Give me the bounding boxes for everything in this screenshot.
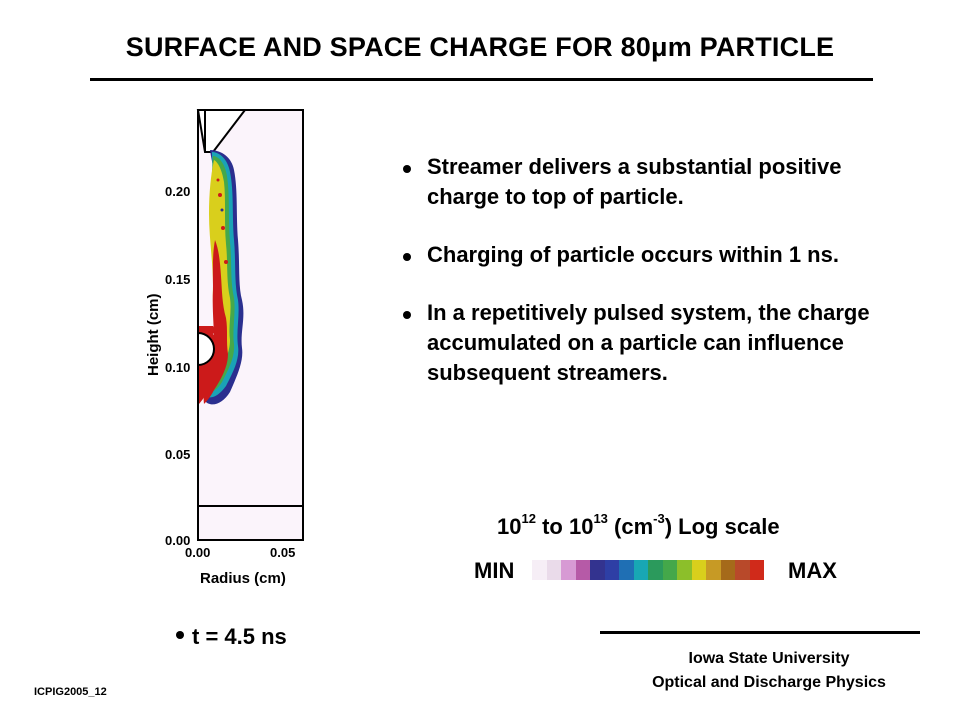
bullet-icon bbox=[403, 165, 411, 173]
bullet-text: Streamer delivers a substantial positive… bbox=[427, 154, 842, 209]
streamer-speckle bbox=[216, 178, 220, 182]
colorbar-max-label: MAX bbox=[788, 558, 837, 583]
streamer-speckle bbox=[220, 208, 224, 212]
colorbar-swatch bbox=[619, 560, 634, 580]
bullet-icon bbox=[176, 631, 184, 640]
x-axis-title: Radius (cm) bbox=[200, 570, 286, 587]
colorbar-swatch bbox=[749, 560, 764, 580]
slide-title: SURFACE AND SPACE CHARGE FOR 80μm PARTIC… bbox=[125, 32, 835, 62]
bullet-text: In a repetitively pulsed system, the cha… bbox=[427, 300, 870, 385]
scale-to: to bbox=[535, 514, 569, 539]
streamer-speckle bbox=[221, 226, 225, 230]
colorbar-swatch bbox=[648, 560, 663, 580]
y-tick-label: 0.20 bbox=[165, 184, 190, 199]
scale-unit-exponent: -3 bbox=[653, 511, 665, 526]
y-tick-label: 0.15 bbox=[165, 272, 190, 287]
y-tick-label: 0.05 bbox=[165, 447, 190, 462]
institution-name: Iowa State University bbox=[688, 650, 850, 667]
bullet-item: Streamer delivers a substantial positive… bbox=[400, 152, 880, 212]
colorbar-swatch bbox=[735, 560, 750, 580]
scale-exponent: 12 bbox=[521, 511, 536, 526]
bullet-text: Charging of particle occurs within 1 ns. bbox=[427, 242, 839, 267]
colorbar-swatch bbox=[532, 560, 547, 580]
colorbar-swatch bbox=[590, 560, 605, 580]
streamer-speckle bbox=[224, 260, 228, 264]
colorbar-swatch bbox=[662, 560, 677, 580]
y-tick-label: 0.00 bbox=[165, 533, 190, 548]
bullet-item: In a repetitively pulsed system, the cha… bbox=[400, 298, 880, 388]
particle-upper-charge bbox=[199, 326, 215, 334]
colorbar-swatch bbox=[720, 560, 735, 580]
time-stamp-text: t = 4.5 ns bbox=[192, 624, 287, 649]
colorbar-swatch bbox=[546, 560, 561, 580]
time-stamp: t = 4.5 ns bbox=[176, 624, 287, 650]
x-tick-label: 0.00 bbox=[185, 545, 210, 560]
scale-unit: ) Log scale bbox=[664, 514, 780, 539]
bullet-list: Streamer delivers a substantial positive… bbox=[400, 152, 880, 416]
dust-particle bbox=[197, 331, 215, 367]
scale-exponent: 13 bbox=[593, 511, 608, 526]
bullet-icon bbox=[403, 311, 411, 319]
colorscale-caption: 1012 to 1013 (cm-3) Log scale bbox=[497, 511, 780, 540]
colorbar-min-label: MIN bbox=[474, 558, 515, 583]
colorbar-swatch bbox=[575, 560, 590, 580]
colorbar-swatch bbox=[604, 560, 619, 580]
title-underline bbox=[90, 78, 873, 81]
colorbar-swatch bbox=[677, 560, 692, 580]
colorbar bbox=[532, 560, 764, 580]
scale-base: 10 bbox=[497, 514, 522, 539]
slide-id: ICPIG2005_12 bbox=[34, 686, 107, 698]
streamer-speckle bbox=[218, 193, 222, 197]
colorbar-swatch bbox=[691, 560, 706, 580]
streamer-core bbox=[203, 240, 228, 404]
y-tick-label: 0.10 bbox=[165, 360, 190, 375]
group-name: Optical and Discharge Physics bbox=[652, 674, 886, 691]
y-axis-title: Height (cm) bbox=[145, 293, 162, 376]
bullet-icon bbox=[403, 253, 411, 261]
colorbar-swatch bbox=[706, 560, 721, 580]
scale-unit: (cm bbox=[607, 514, 654, 539]
colorbar-swatch bbox=[633, 560, 648, 580]
bullet-item: Charging of particle occurs within 1 ns. bbox=[400, 240, 880, 270]
footer-rule bbox=[600, 631, 920, 634]
scale-base: 10 bbox=[568, 514, 594, 539]
colorbar-swatch bbox=[561, 560, 576, 580]
x-tick-label: 0.05 bbox=[270, 545, 295, 560]
